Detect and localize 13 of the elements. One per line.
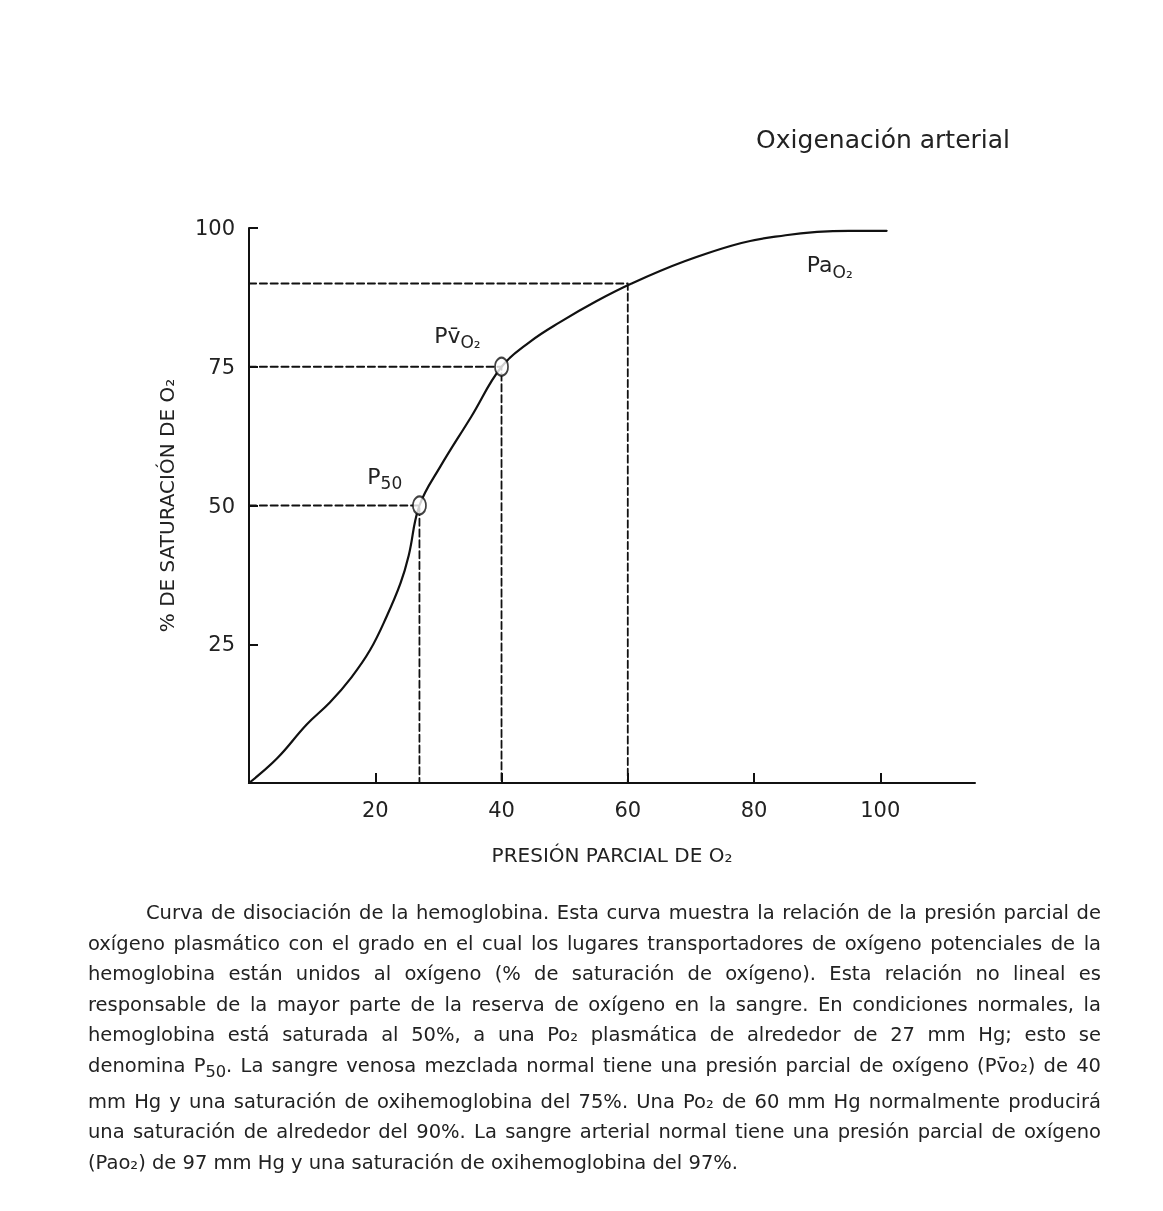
x-tick-label: 80	[740, 797, 768, 822]
y-axis-title: % DE SATURACIÓN DE O₂	[155, 378, 179, 633]
x-tick-label: 60	[614, 797, 642, 822]
y-tick-label: 50	[208, 493, 235, 518]
y-tick-label: 25	[208, 632, 235, 657]
x-tick-label: 100	[860, 797, 901, 822]
y-tick-label: 100	[194, 216, 235, 240]
x-tick-label: 40	[488, 797, 515, 822]
chart-title: Oxigenación arterial	[756, 125, 1011, 154]
text: Curva de disociación de la hemoglobina. Esta curva muestra la relación de la presión parcial de oxígeno plasmático con el grado en el cual los lugares transportadores de oxígeno potenciales de la hemoglobina están unidos al oxígeno (% de saturación de oxígeno). Esta relación no lineal es responsable de la mayor parte de la reserva de oxígeno en la sangre. En condiciones normales, la hemoglobina está saturada al 50%, a una Po₂ plasmática de alrededor de 27 mm Hg; esto se denomina P$_{50}$. La sangre venosa mezclada normal tiene una presión parcial de oxígeno (Pv̄o₂) de 40 mm Hg y una saturación de oxihemoglobina del 75%. Una Po₂ de 60 mm Hg normalmente producirá una saturación de alrededor del 90%. La sangre arterial normal tiene una presión parcial de oxígeno (Pao₂) de 97 mm Hg y una saturación de oxihemoglobina del 97%.	[88, 901, 1102, 1174]
x-axis-title: PRESIÓN PARCIAL DE O₂	[491, 843, 733, 867]
x-tick-label: 20	[361, 797, 389, 822]
y-tick-label: 75	[208, 354, 235, 379]
